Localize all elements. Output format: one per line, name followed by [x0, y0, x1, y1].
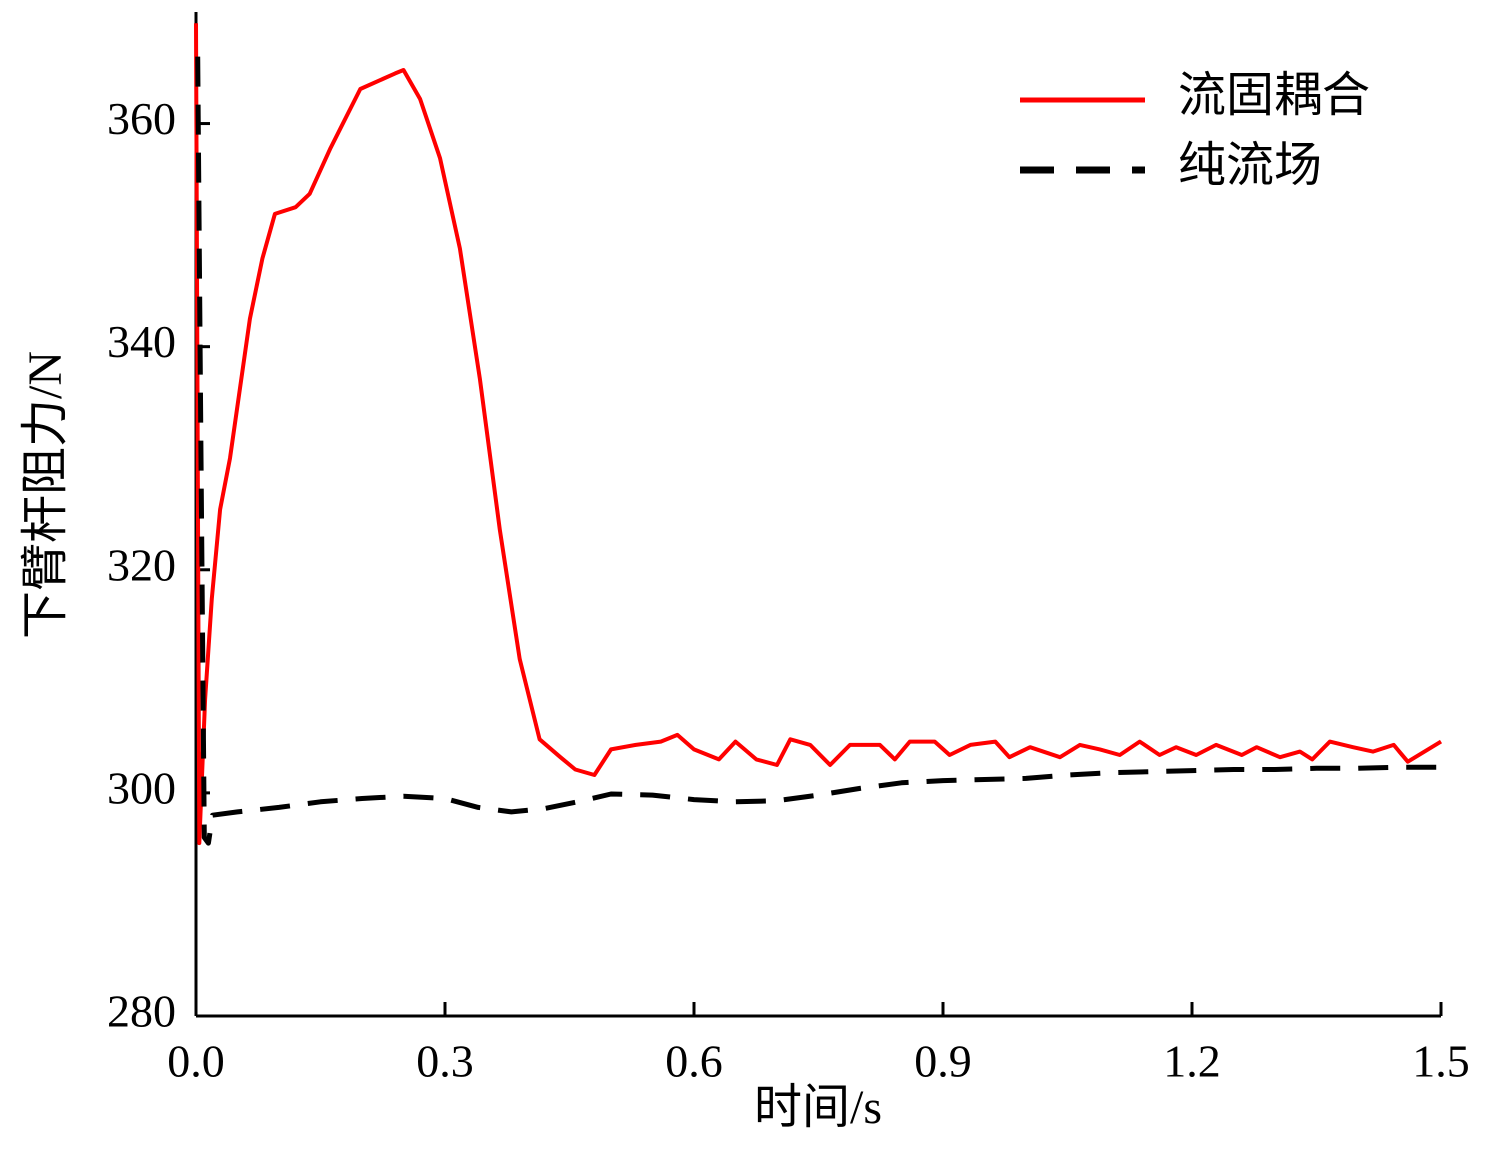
- y-tick-label: 340: [107, 316, 176, 367]
- y-tick-label: 360: [107, 93, 176, 144]
- y-tick-label: 300: [107, 762, 176, 813]
- data-line: [195, 56, 1441, 846]
- x-tick-label: 1.2: [1163, 1036, 1221, 1087]
- x-tick-label: 0.9: [914, 1036, 972, 1087]
- y-axis-label: 下臂杆阻力/N: [19, 351, 72, 639]
- x-tick-label: 0.6: [665, 1036, 723, 1087]
- legend-label: 纯流场: [1178, 139, 1322, 192]
- x-tick-label: 1.5: [1412, 1036, 1470, 1087]
- x-tick-label: 0.0: [167, 1036, 225, 1087]
- y-tick-label: 280: [107, 986, 176, 1037]
- legend-label: 流固耦合: [1178, 69, 1370, 122]
- data-line: [194, 23, 1443, 846]
- x-axis-label: 时间/s: [754, 1081, 882, 1134]
- x-tick-label: 0.3: [416, 1036, 474, 1087]
- y-tick-label: 320: [107, 539, 176, 590]
